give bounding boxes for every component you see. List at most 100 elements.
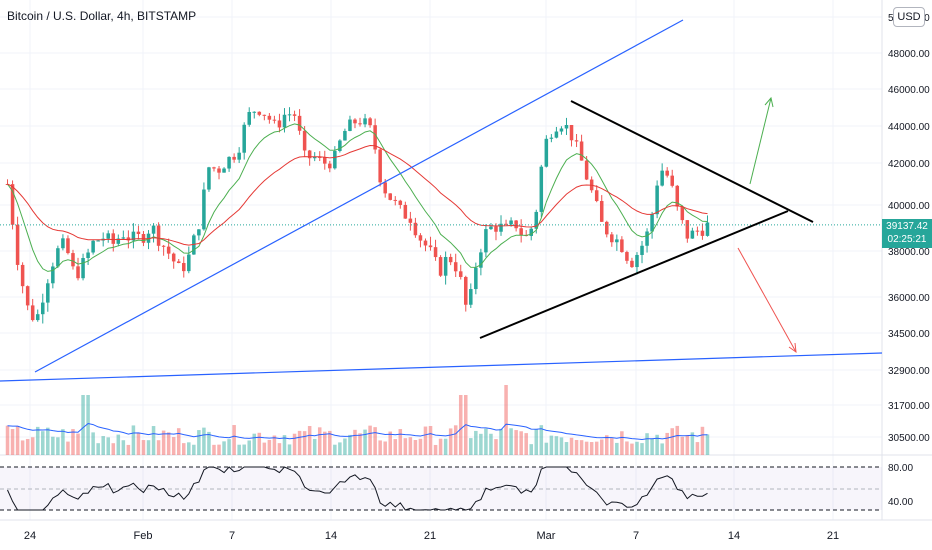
volume-bar [91, 432, 95, 455]
candle-body [539, 166, 544, 212]
volume-bar [670, 428, 674, 455]
volume-bar [176, 428, 181, 455]
candle-body [605, 221, 609, 235]
candle-body [176, 261, 181, 264]
currency-button[interactable]: USD [893, 7, 925, 27]
time-tick-label: 14 [728, 530, 740, 542]
volume-ma-line [7, 422, 708, 441]
candles [5, 107, 710, 324]
volume-bar [413, 440, 418, 455]
price-tick-label: 36000.00 [888, 293, 930, 304]
candle-body [489, 226, 493, 230]
candle-body [136, 231, 141, 235]
price-tick-label: 46000.00 [888, 85, 930, 96]
rsi-tick-label: 80.00 [888, 463, 913, 474]
candle-body [579, 141, 584, 161]
time-tick-label: Feb [134, 530, 153, 542]
volume-bar [534, 429, 539, 455]
volume-bar [317, 427, 322, 455]
candle-body [41, 302, 45, 315]
volume-bar [388, 431, 392, 455]
volume-bar [292, 433, 297, 455]
candle-body [413, 222, 418, 236]
candle-body [257, 111, 262, 115]
volume-bar [489, 433, 493, 455]
volume-bar [66, 441, 70, 455]
candle-body [282, 114, 287, 128]
candle-body [348, 119, 352, 131]
candle-body [86, 252, 90, 259]
candle-body [408, 218, 413, 223]
volume-bar [348, 434, 352, 455]
time-tick-label: 7 [229, 530, 235, 542]
volume-bar [569, 437, 574, 455]
volume-bar [504, 385, 508, 455]
volume-bar [192, 444, 196, 455]
candle-body [640, 245, 644, 255]
volume-bars [5, 385, 710, 455]
candle-body [242, 124, 246, 153]
volume-bar [423, 426, 428, 455]
volume-bar [252, 433, 257, 455]
candle-body [474, 267, 478, 290]
price-tick-label: 32900.00 [888, 366, 930, 377]
volume-bar [61, 429, 65, 455]
candle-body [574, 140, 579, 142]
volume-bar [675, 425, 680, 455]
ascending-trendline [34, 19, 684, 373]
candle-body [131, 231, 136, 241]
candle-body [207, 167, 211, 190]
ema-slow-line [7, 144, 708, 246]
volume-bar [15, 426, 20, 455]
volume-bar [212, 444, 216, 455]
volume-bar [625, 441, 629, 455]
candle-body [292, 114, 297, 116]
volume-bar [408, 437, 413, 455]
volume-bar [136, 432, 141, 455]
price-tick-label: 38000.00 [888, 247, 930, 258]
volume-bar [589, 442, 594, 455]
candle-body [76, 266, 80, 279]
volume-bar [630, 443, 634, 455]
candle-body [302, 130, 307, 151]
candle-body [222, 168, 226, 173]
volume-bar [524, 433, 528, 455]
candle-body [323, 157, 327, 164]
price-tick-label: 44000.00 [888, 122, 930, 133]
volume-bar [56, 437, 60, 455]
rsi-line [7, 466, 708, 511]
volume-bar [373, 427, 377, 455]
volume-bar [484, 428, 488, 455]
candle-body [96, 240, 100, 242]
volume-bar [277, 443, 282, 455]
candle-body [599, 201, 604, 222]
candle-body [368, 118, 372, 126]
volume-bar [469, 438, 473, 455]
support-line [0, 352, 883, 382]
candle-body [645, 231, 649, 246]
volume-bar [615, 442, 619, 455]
candle-body [630, 260, 634, 268]
volume-bar [594, 441, 599, 455]
candle-body [10, 184, 15, 225]
price-tick-label: 42000.00 [888, 159, 930, 170]
candle-body [695, 230, 700, 232]
candle-body [297, 115, 302, 131]
volume-bar [41, 431, 45, 455]
candle-body [161, 245, 166, 247]
volume-bar [222, 441, 226, 455]
volume-bar [262, 442, 267, 455]
volume-bar [338, 442, 342, 455]
candle-body [333, 151, 337, 169]
candle-body [665, 170, 669, 176]
candle-body [338, 140, 342, 152]
volume-bar [584, 441, 589, 455]
volume-bar [202, 427, 206, 455]
volume-bar [111, 443, 116, 455]
time-tick-label: 24 [24, 530, 36, 542]
volume-bar [443, 438, 448, 455]
volume-bar [539, 425, 544, 455]
candle-body [272, 119, 277, 121]
candle-body [559, 128, 564, 132]
